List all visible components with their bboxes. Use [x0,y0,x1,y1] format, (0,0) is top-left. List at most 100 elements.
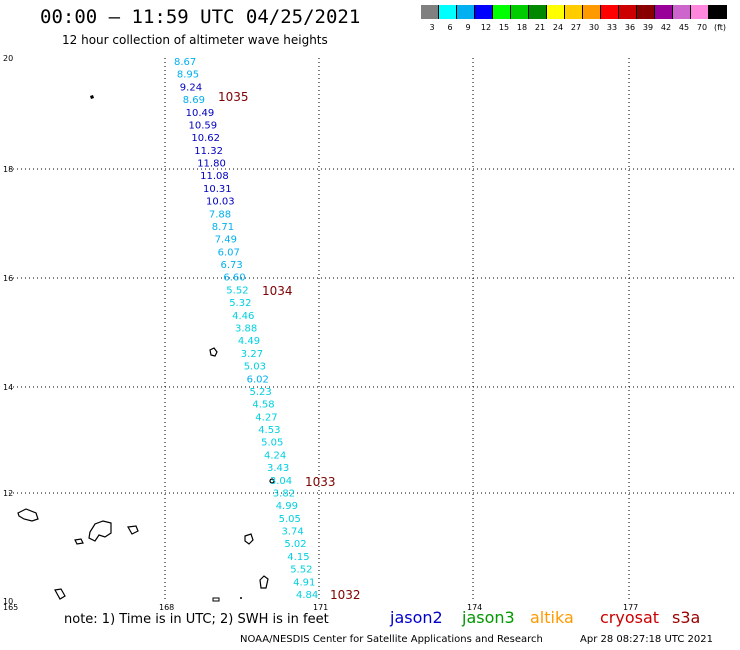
lat-tick-label: 20 [3,54,13,63]
legend-swatch [565,5,583,19]
satellite-name: s3a [672,608,701,627]
satellite-name: jason3 [462,608,515,627]
wave-height-value: 5.52 [226,285,248,296]
legend-label: 70 [696,23,708,32]
wave-height-value: 4.49 [238,336,260,347]
wave-height-value: 7.88 [209,209,231,220]
map-subtitle: 12 hour collection of altimeter wave hei… [62,33,328,47]
wave-height-value: 8.69 [183,95,205,106]
satellite-name: jason2 [390,608,443,627]
island [90,95,94,99]
wave-height-value: 4.46 [232,311,254,322]
legend-swatch [655,5,673,19]
lon-tick-label: 168 [159,603,174,612]
legend-swatch [421,5,439,19]
island [212,597,220,602]
legend-label: 45 [678,23,690,32]
wave-height-value: 5.52 [290,565,312,576]
legend-swatch [691,5,709,19]
latitude-axis: 20 18 16 14 12 10 [3,54,13,606]
island [259,575,269,589]
wave-height-value: 3.74 [282,527,304,538]
longitude-axis: 165 168 171 174 177 [3,603,638,612]
wave-height-value: 10.49 [186,108,215,119]
island [88,520,112,542]
footer-note: note: 1) Time is in UTC; 2) SWH is in fe… [64,612,329,627]
island [209,347,218,357]
wave-height-value: 3.27 [241,349,263,360]
lat-tick-label: 14 [3,383,13,392]
credit-line: NOAA/NESDIS Center for Satellite Applica… [240,634,543,645]
legend-swatch [457,5,475,19]
pressure-label: 1033 [305,475,336,489]
legend-swatch [601,5,619,19]
lat-tick-label: 12 [3,489,13,498]
wave-height-value: 8.67 [174,57,196,68]
legend-swatch [547,5,565,19]
legend-label: 6 [447,23,453,32]
wave-height-value: 11.32 [194,146,223,157]
legend-label: (ft) [713,23,727,32]
island [269,478,275,484]
wave-height-value: 4.24 [264,450,286,461]
wave-height-value: 6.02 [247,374,269,385]
legend-label: 3 [429,23,435,32]
legend-label: 39 [642,23,654,32]
legend-swatch [511,5,529,19]
pressure-labels: 1035 1034 1033 1032 [218,90,361,602]
legend-swatch [619,5,637,19]
lat-tick-label: 18 [3,165,13,174]
legend-swatch [673,5,691,19]
wave-height-value: 8.71 [212,222,234,233]
legend-swatch [475,5,493,19]
wave-height-value: 11.08 [200,171,229,182]
legend-label: 36 [624,23,636,32]
wave-height-value: 4.91 [293,577,315,588]
legend-swatch [493,5,511,19]
legend-swatch [529,5,547,19]
wave-height-value: 4.27 [255,412,277,423]
wave-height-value: 5.05 [261,438,283,449]
wave-height-value: 6.60 [223,273,245,284]
grid-lines [9,58,735,601]
wave-height-value: 4.58 [252,400,274,411]
legend-swatch [583,5,601,19]
wave-height-value: 5.23 [250,387,272,398]
wave-height-value: 8.95 [177,70,199,81]
satellite-name: altika [530,608,574,627]
island [74,538,84,545]
lon-tick-label: 171 [313,603,328,612]
legend-swatch [637,5,655,19]
wave-height-value: 4.99 [276,501,298,512]
lon-tick-label: 174 [467,603,482,612]
wave-height-value: 9.24 [180,82,202,93]
legend-label: 12 [480,23,492,32]
wave-height-value: 5.02 [284,539,306,550]
wave-height-value: 5.03 [244,362,266,373]
wave-height-value: 6.73 [221,260,243,271]
wave-height-value: 11.80 [197,159,226,170]
island [240,597,242,599]
wave-height-value: 10.59 [189,121,218,132]
legend-label: 18 [516,23,528,32]
legend-label: 27 [570,23,582,32]
wave-height-value: 10.62 [191,133,220,144]
legend-label: 15 [498,23,510,32]
wave-height-value: 5.05 [279,514,301,525]
wave-height-value: 10.03 [206,197,235,208]
legend-swatch [439,5,457,19]
pressure-label: 1032 [330,588,361,602]
island [54,588,66,600]
pressure-label: 1035 [218,90,249,104]
islands [17,95,275,602]
island [127,525,139,535]
legend-label: 33 [606,23,618,32]
wave-height-value: 7.49 [215,235,237,246]
legend-label: 24 [552,23,564,32]
wave-height-value: 5.32 [229,298,251,309]
wave-height-value: 3.43 [267,463,289,474]
map-title: 00:00 – 11:59 UTC 04/25/2021 [40,6,361,28]
lat-tick-label: 10 [3,597,13,606]
wave-height-value: 4.84 [296,590,318,601]
